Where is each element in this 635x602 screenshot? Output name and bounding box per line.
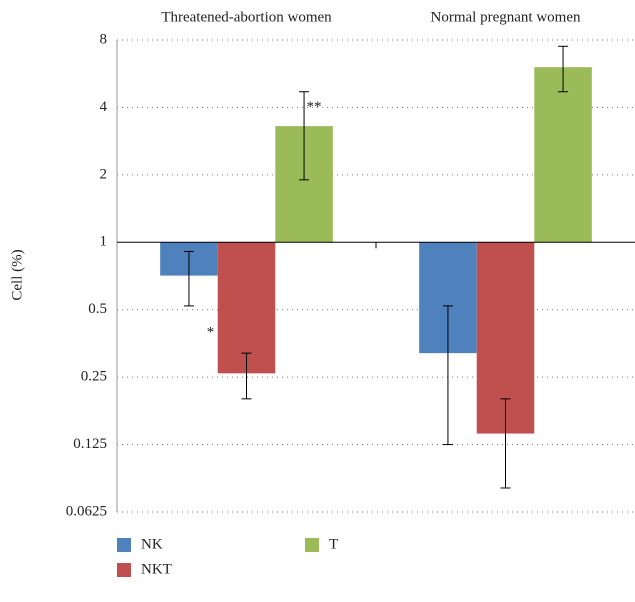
y-tick-label: 0.25 (81, 369, 107, 385)
y-tick-label: 0.0625 (66, 503, 107, 519)
y-tick-label: 8 (100, 31, 108, 47)
category-label: Threatened-abortion women (161, 9, 332, 25)
bar (534, 67, 592, 243)
y-tick-label: 0.125 (73, 436, 107, 452)
legend-label: NKT (141, 561, 172, 577)
annotation: * (207, 325, 215, 341)
y-tick-label: 1 (100, 234, 108, 250)
legend-label: NK (141, 536, 163, 552)
legend-swatch (117, 563, 131, 577)
legend-label: T (329, 536, 338, 552)
y-tick-label: 0.5 (88, 301, 107, 317)
y-axis-label: Cell (%) (9, 249, 25, 300)
y-tick-label: 4 (100, 99, 108, 115)
legend-swatch (117, 538, 131, 552)
legend-swatch (305, 538, 319, 552)
bar (217, 242, 276, 374)
y-tick-label: 2 (100, 166, 108, 182)
category-label: Normal pregnant women (431, 9, 581, 25)
annotation: ** (307, 99, 322, 115)
